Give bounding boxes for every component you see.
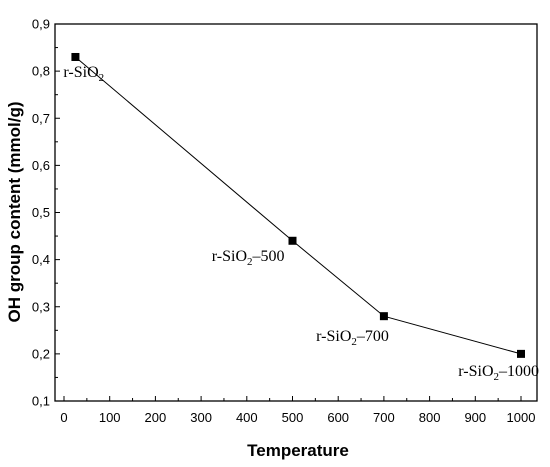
x-tick-label: 900 — [464, 410, 486, 425]
x-tick-label: 600 — [327, 410, 349, 425]
point-annotation: r-SiO2–700 — [316, 328, 389, 348]
y-axis-ticks: 0,1 0,2 0,3 0,4 0,5 0,6 0,7 0,8 0,9 — [32, 17, 60, 409]
x-tick-label: 500 — [282, 410, 304, 425]
y-tick-label: 0,9 — [32, 17, 50, 32]
annotation-subscript: 2 — [247, 256, 253, 268]
point-annotation: r-SiO2–500 — [212, 248, 285, 268]
annotation-base: r-SiO — [316, 328, 351, 345]
x-tick-label: 400 — [236, 410, 258, 425]
annotation-subscript: 2 — [494, 371, 500, 383]
y-tick-label: 0,1 — [32, 394, 50, 409]
annotation-suffix: –700 — [356, 328, 389, 345]
x-tick-label: 1000 — [507, 410, 536, 425]
plot-frame — [54, 23, 538, 402]
data-point-marker — [517, 349, 525, 358]
x-tick-label: 300 — [190, 410, 212, 425]
annotation-subscript: 2 — [99, 72, 105, 84]
annotation-base: r-SiO — [458, 363, 493, 380]
y-tick-label: 0,8 — [32, 64, 50, 79]
annotation-base: r-SiO — [212, 248, 247, 265]
annotation-suffix: –1000 — [498, 363, 539, 380]
x-tick-label: 800 — [419, 410, 441, 425]
x-tick-label: 0 — [60, 410, 67, 425]
annotation-subscript: 2 — [351, 336, 357, 348]
data-point-marker — [288, 236, 297, 245]
x-axis-title: Temperature — [247, 441, 349, 460]
series-layer — [71, 52, 525, 358]
y-tick-label: 0,4 — [32, 252, 50, 267]
x-tick-label: 700 — [373, 410, 395, 425]
y-tick-label: 0,7 — [32, 111, 50, 126]
data-point-marker — [71, 52, 80, 61]
data-point-marker — [379, 312, 388, 321]
y-tick-label: 0,5 — [32, 205, 50, 220]
x-tick-label: 100 — [99, 410, 121, 425]
point-annotation: r-SiO2 — [63, 64, 104, 84]
x-tick-label: 200 — [145, 410, 167, 425]
annotation-suffix: –500 — [252, 248, 285, 265]
y-tick-label: 0,2 — [32, 346, 50, 361]
series-line — [75, 56, 522, 355]
annotation-base: r-SiO — [63, 64, 98, 81]
y-tick-label: 0,3 — [32, 299, 50, 314]
x-axis-ticks: 0 100 200 300 400 500 600 700 800 900 1000 — [60, 396, 535, 425]
y-axis-title: OH group content (mmol/g) — [5, 102, 24, 323]
point-annotation: r-SiO2–1000 — [458, 363, 539, 383]
y-tick-label: 0,6 — [32, 158, 50, 173]
